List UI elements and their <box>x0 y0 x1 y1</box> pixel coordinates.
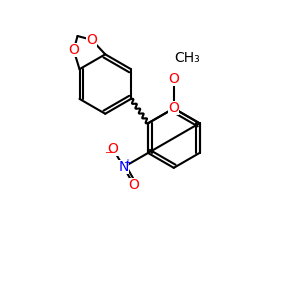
Text: O: O <box>168 101 179 116</box>
Text: +: + <box>123 158 131 168</box>
Text: O: O <box>86 33 97 47</box>
Text: O: O <box>128 178 140 192</box>
Text: N: N <box>118 160 129 174</box>
Text: −: − <box>105 148 113 158</box>
Text: CH₃: CH₃ <box>174 51 200 65</box>
Text: O: O <box>68 43 79 57</box>
Text: O: O <box>168 72 179 86</box>
Text: O: O <box>108 142 118 156</box>
